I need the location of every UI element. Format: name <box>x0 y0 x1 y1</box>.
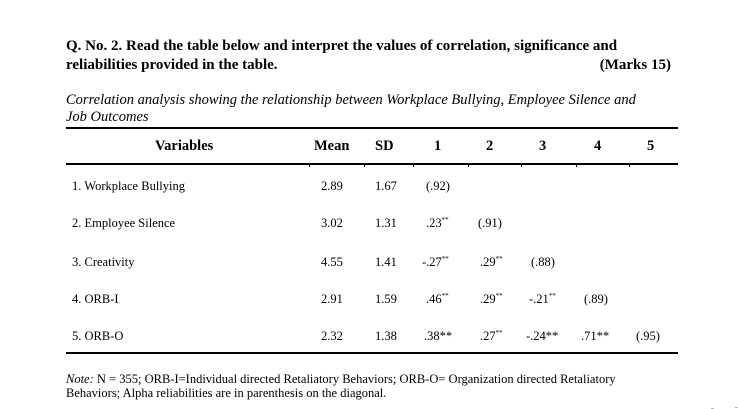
sd-value: 1.38 <box>375 329 397 343</box>
correlation-value: (.89) <box>584 292 608 306</box>
variable-name: 3. Creativity <box>72 255 135 269</box>
sd-value: 1.41 <box>375 255 397 269</box>
correlation-value: -.27 <box>422 255 442 269</box>
correlation-cell: .27** <box>480 328 503 344</box>
correlation-value: .46 <box>426 292 442 306</box>
note-line-1: Note: N = 355; ORB-I=Individual directed… <box>66 372 676 386</box>
variable-name: 1. Workplace Bullying <box>72 179 185 193</box>
mean-value: 2.91 <box>321 292 343 306</box>
correlation-value: .29 <box>480 255 496 269</box>
significance-marker: ** <box>441 216 449 224</box>
correlation-value: .27 <box>480 329 496 343</box>
significance-marker: ** <box>441 255 449 263</box>
correlation-cell: .38** <box>424 328 452 344</box>
variable-name: 5. ORB-O <box>72 329 124 343</box>
table-caption: Correlation analysis showing the relatio… <box>66 92 686 126</box>
correlation-value: (.91) <box>478 216 502 230</box>
header-mean: Mean <box>314 138 350 154</box>
question-line-2: reliabilities provided in the table. <box>66 57 278 73</box>
sd-value: 1.67 <box>375 179 397 193</box>
correlation-value: .29 <box>480 292 496 306</box>
note-label: Note: <box>66 372 94 386</box>
correlation-value: (.88) <box>531 255 555 269</box>
table-header-rule <box>66 163 678 165</box>
column-tick <box>521 165 522 167</box>
correlation-cell: (.91) <box>478 215 502 231</box>
correlation-cell: .29** <box>480 254 503 270</box>
correlation-cell: .46** <box>426 291 449 307</box>
question-line-1: Q. No. 2. Read the table below and inter… <box>66 38 618 54</box>
significance-marker: ** <box>495 255 503 263</box>
correlation-cell: .29** <box>480 291 503 307</box>
variable-name: 4. ORB-I <box>72 292 119 306</box>
marks-label: (Marks 15) <box>599 57 671 73</box>
correlation-cell: -.27** <box>422 254 449 270</box>
column-tick <box>413 165 414 167</box>
header-sd: SD <box>375 138 394 154</box>
table-bottom-rule <box>66 352 678 354</box>
table-top-rule <box>66 127 678 129</box>
mean-value: 3.02 <box>321 216 343 230</box>
header-col-2: 2 <box>486 138 494 154</box>
correlation-value: -.24** <box>526 329 559 343</box>
column-tick <box>629 165 630 167</box>
variable-name: 2. Employee Silence <box>72 216 176 230</box>
significance-marker: ** <box>495 329 503 337</box>
significance-marker: ** <box>495 292 503 300</box>
correlation-cell: .71** <box>581 328 609 344</box>
caption-line-2: Job Outcomes <box>66 109 149 125</box>
header-col-1: 1 <box>434 138 442 154</box>
correlation-value: (.92) <box>426 179 450 193</box>
header-variables: Variables <box>155 138 214 154</box>
correlation-cell: -.21** <box>529 291 556 307</box>
caption-line-1: Correlation analysis showing the relatio… <box>66 92 636 108</box>
mean-value: 2.89 <box>321 179 343 193</box>
correlation-cell: .23** <box>426 215 449 231</box>
correlation-value: -.21 <box>529 292 549 306</box>
question-text: Q. No. 2. Read the table below and inter… <box>66 37 671 75</box>
scan-artifact <box>735 407 738 408</box>
significance-marker: ** <box>548 292 556 300</box>
note-text-1: N = 355; ORB-I=Individual directed Retal… <box>93 372 616 386</box>
column-tick <box>309 165 310 167</box>
column-tick <box>576 165 577 167</box>
header-col-3: 3 <box>539 138 547 154</box>
correlation-cell: (.88) <box>531 254 555 270</box>
significance-marker: ** <box>441 292 449 300</box>
note-line-2: Behaviors; Alpha reliabilities are in pa… <box>66 386 387 400</box>
correlation-value: (.95) <box>636 329 660 343</box>
correlation-cell: (.89) <box>584 291 608 307</box>
sd-value: 1.31 <box>375 216 397 230</box>
mean-value: 4.55 <box>321 255 343 269</box>
correlation-cell: -.24** <box>526 328 558 344</box>
correlation-value: .38** <box>424 329 453 343</box>
correlation-value: .71** <box>581 329 610 343</box>
correlation-value: .23 <box>426 216 442 230</box>
mean-value: 2.32 <box>321 329 343 343</box>
correlation-cell: (.95) <box>636 328 660 344</box>
header-col-4: 4 <box>594 138 602 154</box>
sd-value: 1.59 <box>375 292 397 306</box>
column-tick <box>468 165 469 167</box>
header-col-5: 5 <box>647 138 655 154</box>
column-tick <box>364 165 365 167</box>
table-note: Note: N = 355; ORB-I=Individual directed… <box>66 372 676 400</box>
correlation-cell: (.92) <box>426 178 450 194</box>
